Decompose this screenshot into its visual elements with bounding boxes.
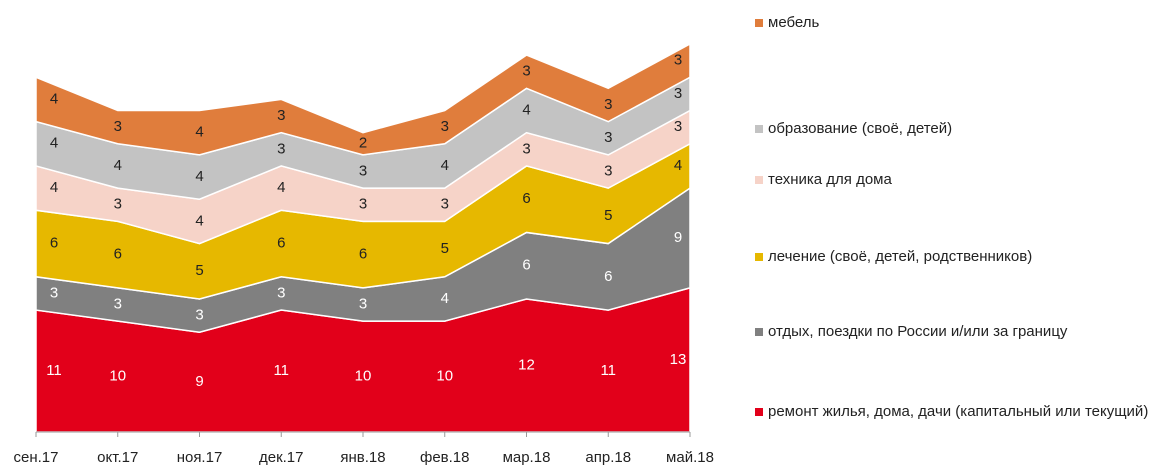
data-label: 9	[195, 373, 203, 390]
x-tick-label: ноя.17	[177, 449, 223, 466]
legend-item: образование (своё, детей)	[755, 118, 1150, 139]
data-label: 3	[604, 162, 612, 179]
data-label: 12	[518, 356, 535, 373]
data-label: 3	[277, 107, 285, 124]
legend-label: мебель	[768, 14, 820, 31]
data-label: 4	[50, 179, 58, 196]
legend: мебель образование (своё, детей) техника д…	[755, 0, 1150, 468]
data-label: 3	[674, 85, 682, 102]
data-label: 6	[522, 257, 530, 274]
x-tick-label: май.18	[666, 449, 714, 466]
data-label: 11	[46, 362, 62, 379]
data-label: 9	[674, 229, 682, 246]
legend-swatch	[755, 253, 763, 261]
x-tick-label: янв.18	[340, 449, 385, 466]
x-tick-label: дек.17	[259, 449, 304, 466]
legend-swatch	[755, 19, 763, 27]
data-label: 3	[604, 96, 612, 113]
data-label: 3	[359, 295, 367, 312]
data-label: 11	[600, 362, 616, 379]
data-label: 3	[277, 284, 285, 301]
data-label: 4	[277, 179, 285, 196]
legend-item: ремонт жилья, дома, дачи (капитальный ил…	[755, 401, 1150, 422]
data-label: 4	[441, 290, 449, 307]
legend-swatch	[755, 408, 763, 416]
area	[35, 42, 691, 156]
data-label: 6	[604, 268, 612, 285]
data-label: 3	[441, 196, 449, 213]
legend-label: ремонт жилья, дома, дачи (капитальный ил…	[768, 403, 1149, 420]
data-label: 2	[359, 135, 367, 152]
data-label: 3	[114, 196, 122, 213]
legend-label: отдых, поездки по России и/или за границ…	[768, 323, 1068, 340]
legend-label: образование (своё, детей)	[768, 120, 953, 137]
data-label: 5	[195, 262, 203, 279]
legend-item: мебель	[755, 12, 1150, 33]
data-label: 3	[522, 140, 530, 157]
data-label: 5	[604, 207, 612, 224]
data-label: 3	[522, 63, 530, 80]
x-tick-label: фев.18	[420, 449, 470, 466]
data-label: 11	[273, 362, 289, 379]
data-label: 10	[436, 368, 453, 385]
data-label: 10	[109, 368, 126, 385]
legend-label: техника для дома	[768, 171, 892, 188]
legend-label: лечение (своё, детей, родственников)	[768, 248, 1033, 265]
data-label: 10	[355, 368, 372, 385]
data-label: 6	[277, 235, 285, 252]
legend-swatch	[755, 176, 763, 184]
data-label: 3	[50, 284, 58, 301]
data-label: 4	[441, 157, 449, 174]
data-label: 3	[114, 295, 122, 312]
data-label: 3	[674, 52, 682, 69]
x-tick-label: сен.17	[14, 449, 59, 466]
data-label: 3	[359, 196, 367, 213]
data-label: 4	[114, 157, 122, 174]
x-tick-label: окт.17	[97, 449, 138, 466]
data-label: 3	[359, 162, 367, 179]
x-tick-label: апр.18	[585, 449, 631, 466]
data-label: 6	[114, 246, 122, 263]
legend-item: лечение (своё, детей, родственников)	[755, 246, 1150, 267]
data-label: 4	[50, 135, 58, 152]
data-label: 3	[195, 307, 203, 324]
legend-item: отдых, поездки по России и/или за границ…	[755, 321, 1150, 342]
data-label: 3	[674, 118, 682, 135]
data-label: 5	[441, 240, 449, 257]
data-label: 4	[195, 124, 203, 141]
data-label: 4	[195, 212, 203, 229]
data-label: 3	[441, 118, 449, 135]
data-label: 3	[114, 118, 122, 135]
data-label: 3	[604, 129, 612, 146]
plot: 11 10 9 11 10 10 12 11 13 3 3 3 3 3 4 6 6 9 6 6 5 6 6 5 6 5 4 4 3 4 4 3…	[14, 42, 714, 466]
legend-swatch	[755, 328, 763, 336]
data-label: 3	[277, 140, 285, 157]
legend-item: техника для дома	[755, 169, 1150, 190]
data-label: 6	[50, 235, 58, 252]
data-label: 6	[359, 246, 367, 263]
legend-swatch	[755, 125, 763, 133]
x-tick-label: мар.18	[503, 449, 551, 466]
data-label: 4	[522, 101, 530, 118]
data-label: 13	[670, 351, 687, 368]
data-label: 4	[674, 157, 682, 174]
data-label: 4	[195, 168, 203, 185]
data-label: 4	[50, 90, 58, 107]
data-label: 6	[522, 190, 530, 207]
